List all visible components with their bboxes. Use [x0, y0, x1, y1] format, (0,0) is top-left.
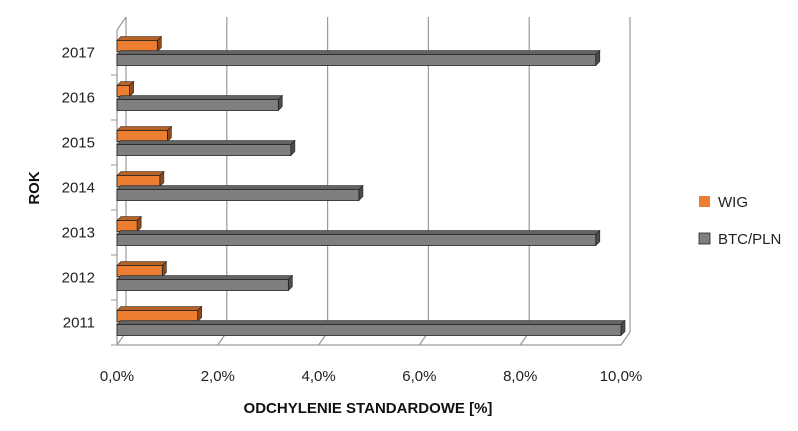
- bar-wig: [116, 310, 199, 322]
- floor-line: [620, 331, 631, 346]
- legend-label-btc-pln: BTC/PLN: [718, 231, 781, 248]
- legend: WIG BTC/PLN: [698, 194, 781, 248]
- x-tick-label: 2,0%: [201, 368, 235, 385]
- bar-wig: [116, 40, 158, 52]
- tick-labels: 0,0% 2,0% 4,0% 6,0% 8,0% 10,0% 2011 2012 2013 201…: [62, 45, 643, 386]
- bar-top-face: [116, 306, 203, 311]
- x-tick-label: 6,0%: [402, 368, 436, 385]
- bar-btc-pln: [116, 279, 289, 291]
- bar-btc-pln: [116, 54, 597, 66]
- y-tick-label: 2014: [62, 180, 95, 197]
- bar-top-face: [116, 320, 626, 325]
- bar-top-face: [116, 275, 294, 280]
- gridlines: [116, 17, 631, 346]
- bar-btc-pln: [116, 324, 622, 336]
- y-axis-title: ROK: [26, 171, 43, 205]
- bar-top-face: [116, 50, 601, 55]
- legend-label-wig: WIG: [718, 194, 748, 211]
- y-tick-label: 2015: [62, 135, 95, 152]
- side-wall-top: [116, 16, 127, 31]
- bar-top-face: [116, 230, 601, 235]
- bar-wig: [116, 85, 130, 97]
- bar-btc-pln: [116, 234, 597, 246]
- legend-swatch-btc-pln: [698, 232, 711, 245]
- y-tick-label: 2012: [62, 270, 95, 287]
- bar-wig: [116, 220, 138, 232]
- bar-btc-pln: [116, 99, 279, 111]
- x-tick-label: 0,0%: [100, 368, 134, 385]
- bar-top-face: [116, 140, 296, 145]
- bar-top-face: [116, 36, 163, 41]
- x-tick-label: 8,0%: [503, 368, 537, 385]
- bars: [116, 35, 626, 337]
- y-tick-label: 2013: [62, 225, 95, 242]
- bar-top-face: [116, 261, 168, 266]
- bar-wig: [116, 130, 168, 142]
- bar-top-face: [116, 95, 284, 100]
- y-tick-label: 2017: [62, 45, 95, 62]
- legend-swatch-wig: [699, 196, 710, 207]
- bar-btc-pln: [116, 144, 292, 156]
- bar-top-face: [116, 171, 165, 176]
- bar-top-face: [116, 126, 173, 131]
- bar-wig: [116, 265, 163, 277]
- x-tick-label: 4,0%: [301, 368, 335, 385]
- y-tick-label: 2016: [62, 90, 95, 107]
- bar-wig: [116, 175, 161, 187]
- y-tick-label: 2011: [63, 315, 95, 332]
- x-tick-label: 10,0%: [600, 368, 643, 385]
- bar-top-face: [116, 185, 364, 190]
- bar-btc-pln: [116, 189, 360, 201]
- x-axis-title: ODCHYLENIE STANDARDOWE [%]: [244, 400, 493, 417]
- axes: [111, 16, 621, 346]
